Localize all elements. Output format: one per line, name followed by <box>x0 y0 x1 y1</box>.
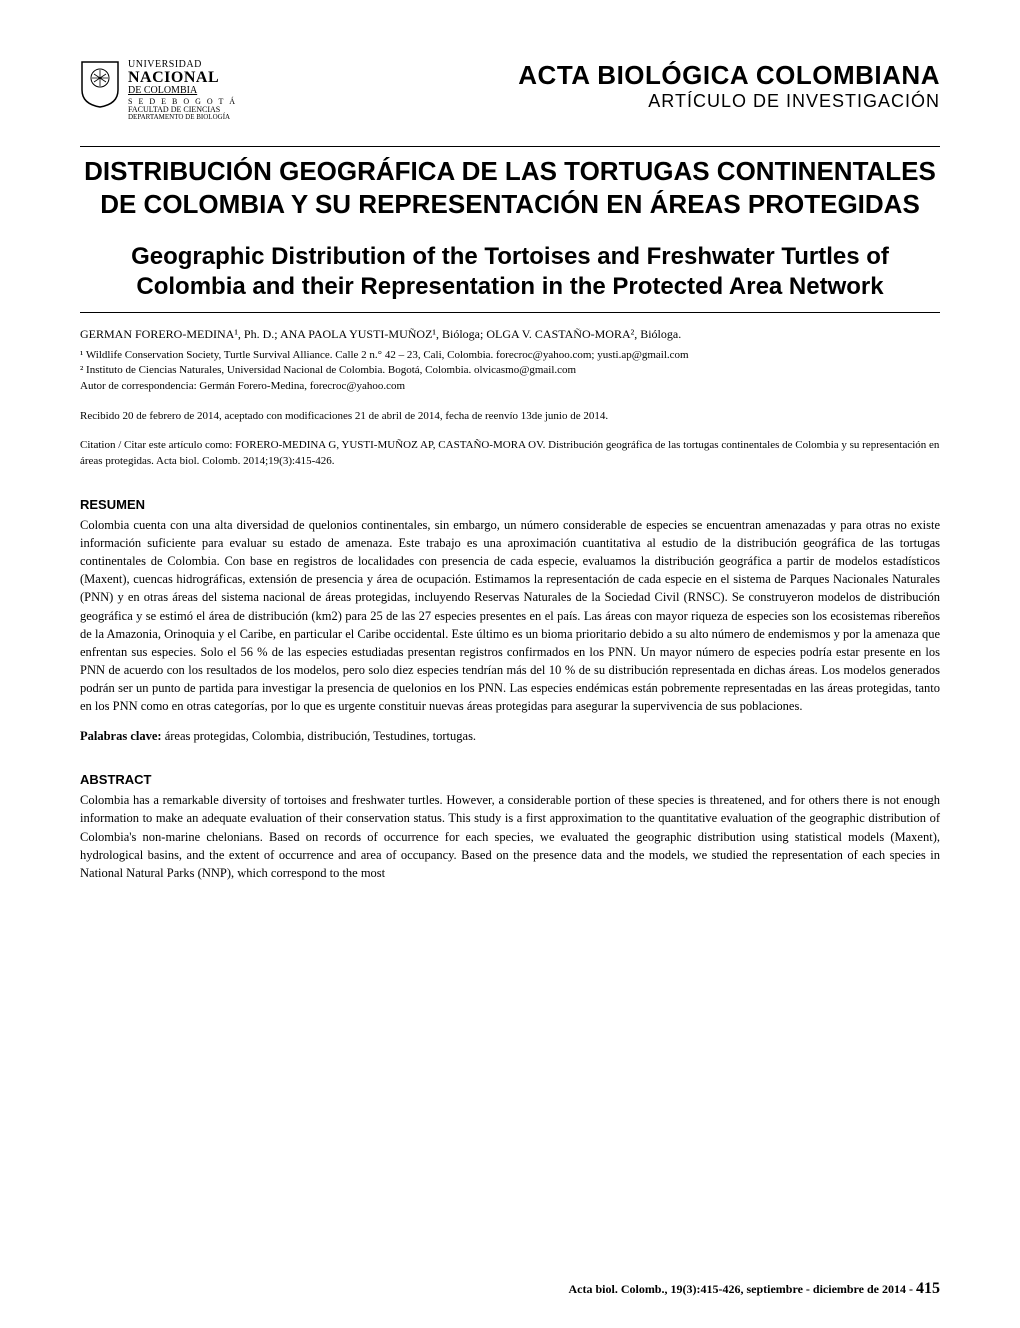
uni-line2: NACIONAL <box>128 70 237 86</box>
journal-title: ACTA BIOLÓGICA COLOMBIANA <box>518 60 940 91</box>
university-text: UNIVERSIDAD NACIONAL DE COLOMBIA S E D E… <box>128 60 237 121</box>
divider <box>80 146 940 147</box>
affiliation-1: ¹ Wildlife Conservation Society, Turtle … <box>80 348 940 363</box>
footer-sep: - <box>906 1282 916 1296</box>
journal-subtitle: ARTÍCULO DE INVESTIGACIÓN <box>518 91 940 112</box>
article-title-spanish: DISTRIBUCIÓN GEOGRÁFICA DE LAS TORTUGAS … <box>80 155 940 220</box>
citation-info: Citation / Citar este artículo como: FOR… <box>80 438 940 469</box>
page-footer: Acta biol. Colomb., 19(3):415-426, septi… <box>568 1280 940 1298</box>
uni-line3: DE COLOMBIA <box>128 86 237 96</box>
divider <box>80 312 940 313</box>
keywords-label-es: Palabras clave: <box>80 729 162 743</box>
footer-citation: Acta biol. Colomb., 19(3):415-426, septi… <box>568 1282 906 1296</box>
abstract-heading: ABSTRACT <box>80 772 940 787</box>
resumen-text: Colombia cuenta con una alta diversidad … <box>80 516 940 715</box>
uni-line6: DEPARTAMENTO DE BIOLOGÍA <box>128 114 237 121</box>
keywords-es: áreas protegidas, Colombia, distribución… <box>162 729 476 743</box>
university-shield-icon <box>80 60 120 108</box>
article-title-english: Geographic Distribution of the Tortoises… <box>80 242 940 302</box>
corresponding-author: Autor de correspondencia: Germán Forero-… <box>80 379 940 394</box>
page-header: UNIVERSIDAD NACIONAL DE COLOMBIA S E D E… <box>80 60 940 121</box>
university-logo-block: UNIVERSIDAD NACIONAL DE COLOMBIA S E D E… <box>80 60 237 121</box>
keywords-spanish: Palabras clave: áreas protegidas, Colomb… <box>80 729 940 744</box>
page-number: 415 <box>916 1280 940 1297</box>
abstract-text: Colombia has a remarkable diversity of t… <box>80 791 940 882</box>
authors-line: GERMAN FORERO-MEDINA¹, Ph. D.; ANA PAOLA… <box>80 327 940 342</box>
received-dates: Recibido 20 de febrero de 2014, aceptado… <box>80 410 940 422</box>
journal-block: ACTA BIOLÓGICA COLOMBIANA ARTÍCULO DE IN… <box>518 60 940 112</box>
affiliation-2: ² Instituto de Ciencias Naturales, Unive… <box>80 363 940 378</box>
resumen-heading: RESUMEN <box>80 497 940 512</box>
